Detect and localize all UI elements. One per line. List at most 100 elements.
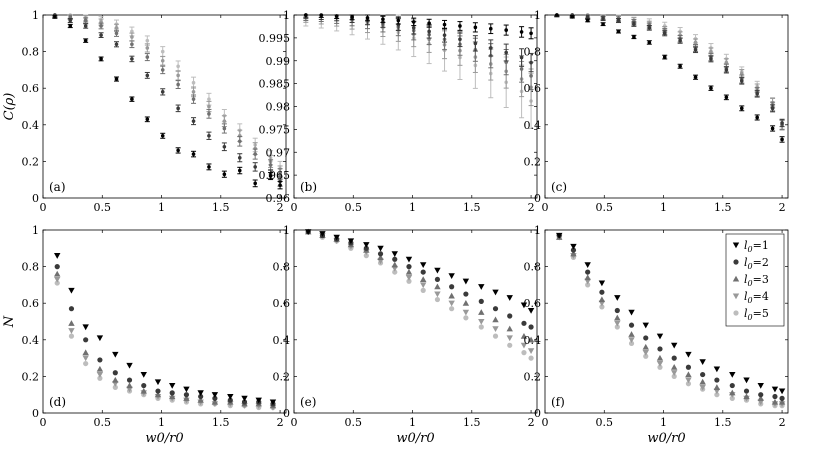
data-point: [411, 26, 416, 30]
data-point: [671, 342, 678, 349]
data-point: [207, 112, 211, 116]
data-point: [519, 55, 524, 60]
data-point: [130, 35, 134, 39]
data-point: [145, 117, 150, 122]
data-point: [319, 231, 326, 237]
data-point: [771, 386, 779, 393]
data-point: [780, 137, 784, 142]
legend-label-sub: 0: [748, 296, 753, 305]
y-tick-label: 0.6: [524, 297, 542, 310]
data-point: [278, 172, 282, 177]
data-point: [82, 355, 89, 362]
data-point: [392, 269, 398, 275]
data-point: [191, 152, 196, 156]
data-point: [614, 324, 620, 330]
data-point: [685, 377, 692, 384]
data-point: [527, 307, 535, 314]
data-point: [647, 40, 652, 45]
data-point: [662, 31, 667, 36]
y-tick-label: 0: [32, 407, 39, 420]
data-point: [160, 58, 165, 63]
data-point: [377, 254, 384, 261]
x-tick-label: 0: [291, 416, 298, 429]
data-point: [685, 364, 692, 370]
data-point: [420, 262, 427, 268]
panel-label: (b): [300, 180, 317, 194]
data-point: [83, 360, 89, 367]
data-point: [647, 26, 652, 30]
legend-label-prefix: l: [744, 273, 748, 286]
x-tick-label: 1.5: [714, 201, 732, 214]
data-point: [714, 377, 720, 383]
data-point: [473, 25, 478, 30]
data-point: [145, 73, 150, 78]
data-point: [363, 245, 369, 251]
y-tick-label: 0.4: [22, 334, 40, 347]
data-point: [628, 309, 635, 316]
data-point: [585, 15, 590, 19]
data-point: [519, 30, 524, 34]
y-tick-label: 0.985: [259, 78, 291, 91]
data-point: [96, 335, 104, 342]
data-point: [570, 243, 577, 250]
plot-area: [42, 14, 287, 199]
plot-area: [293, 229, 538, 414]
series-l0=2: [556, 232, 785, 401]
x-tick-label: 0.5: [94, 201, 112, 214]
data-point: [255, 397, 262, 404]
data-point: [169, 390, 175, 396]
data-point: [724, 68, 729, 72]
series-l0=1: [54, 253, 277, 406]
data-point: [222, 126, 227, 131]
legend-label: l0=1: [744, 239, 769, 254]
data-point: [99, 24, 103, 28]
y-tick-label: 0.2: [22, 370, 40, 383]
data-point: [420, 282, 427, 289]
data-point: [68, 333, 75, 339]
data-point: [211, 398, 219, 405]
data-point: [685, 381, 692, 387]
data-point: [114, 31, 119, 36]
data-point: [112, 351, 119, 358]
data-point: [82, 349, 89, 356]
data-point: [112, 376, 119, 383]
data-point: [671, 370, 678, 376]
data-point: [521, 350, 527, 356]
data-point: [729, 372, 736, 378]
data-point: [520, 332, 528, 339]
legend-label: l0=5: [744, 307, 769, 322]
data-point: [99, 57, 103, 61]
data-point: [207, 104, 211, 109]
data-point: [126, 377, 133, 383]
data-point: [191, 119, 196, 123]
x-tick-label: 2: [277, 416, 284, 429]
y-tick-label: 0: [283, 407, 290, 420]
x-tick-label: 1.5: [714, 416, 732, 429]
y-tick-label: 0.2: [524, 155, 542, 168]
data-point: [585, 282, 591, 288]
series-l0=2: [54, 264, 276, 407]
y-tick-label: 1: [283, 9, 290, 22]
data-point: [54, 270, 61, 277]
data-point: [268, 163, 273, 167]
data-point: [462, 300, 470, 306]
y-tick-label: 0.8: [524, 46, 542, 59]
data-point: [601, 16, 605, 21]
y-tick-label: 0.2: [524, 370, 542, 383]
data-point: [642, 350, 649, 356]
data-point: [253, 152, 257, 156]
data-point: [222, 172, 227, 177]
data-point: [130, 42, 134, 47]
data-point: [729, 395, 735, 401]
data-point: [504, 28, 508, 32]
data-point: [83, 24, 88, 28]
data-point: [434, 276, 441, 283]
data-point: [126, 382, 133, 389]
data-point: [211, 392, 219, 398]
data-point: [478, 284, 485, 290]
chart-panel-b: 0 0.5 1 1.5 20.960.9650.970.9750.980.9850.99…: [259, 9, 538, 214]
x-tick-label: 2: [277, 201, 284, 214]
data-point: [492, 333, 499, 339]
data-point: [392, 256, 398, 262]
